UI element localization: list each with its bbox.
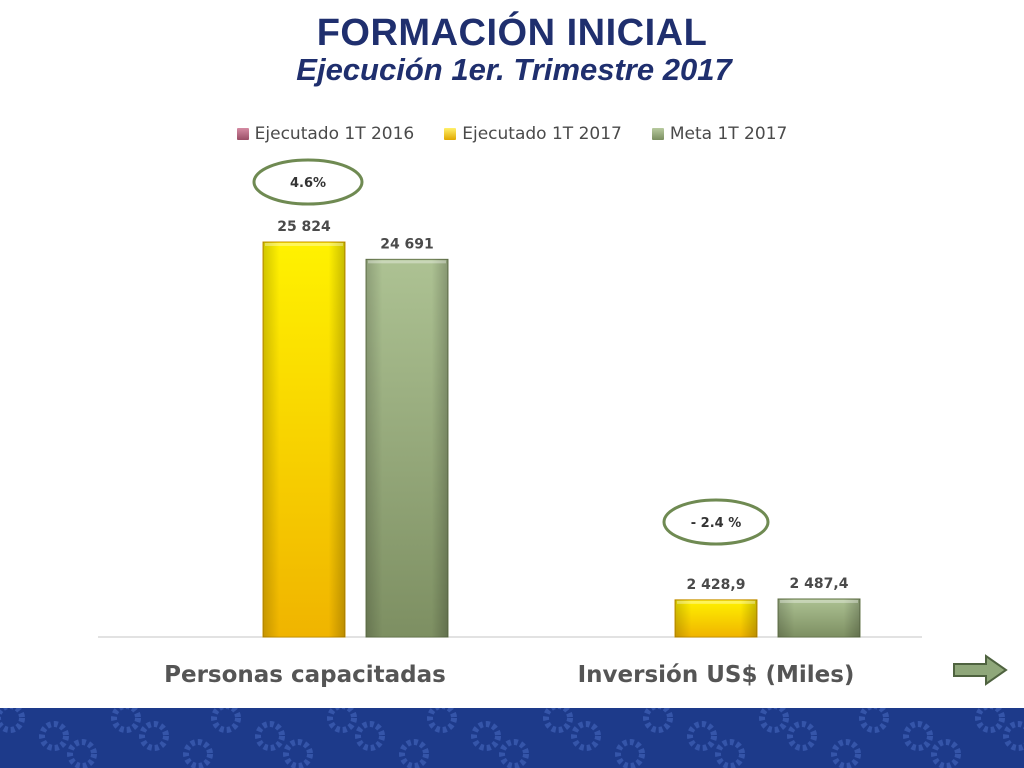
category-label-0: Personas capacitadas — [164, 662, 446, 688]
gear-icon — [831, 739, 861, 768]
annotation-text: - 2.4 % — [691, 516, 742, 531]
gear-icon — [283, 739, 313, 768]
bar-highlight — [780, 599, 858, 603]
legend-item-2016: Ejecutado 1T 2016 — [236, 124, 415, 144]
annotation-ellipse — [252, 158, 364, 206]
gear-icon — [643, 708, 673, 733]
data-label: 2 487,4 — [790, 576, 849, 592]
gear-icon — [615, 739, 645, 768]
gear-icon — [355, 721, 385, 751]
gear-icon — [399, 739, 429, 768]
category-label-1: Inversión US$ (Miles) — [578, 662, 855, 688]
gear-icon — [571, 721, 601, 751]
legend-swatch-2016 — [236, 128, 249, 140]
footer-gear-banner — [0, 708, 1024, 768]
bar-shading — [263, 242, 345, 637]
gear-icon — [39, 721, 69, 751]
bar-shading — [366, 259, 448, 637]
gear-icon — [859, 708, 889, 733]
gear-icon — [427, 708, 457, 733]
legend-swatch-2017 — [444, 128, 457, 140]
bar-shading — [675, 599, 757, 637]
gear-icon — [759, 708, 789, 733]
gear-icon — [67, 739, 97, 768]
gear-icon — [211, 708, 241, 733]
legend-item-2017: Ejecutado 1T 2017 — [444, 124, 622, 144]
data-label: 25 824 — [277, 219, 331, 235]
gear-icon — [0, 708, 25, 733]
bar-highlight — [265, 243, 343, 246]
bar-highlight — [368, 260, 446, 264]
annotation-text: 4.6% — [290, 176, 326, 191]
gear-icon — [931, 739, 961, 768]
slide-title: FORMACIÓN INICIAL — [316, 12, 708, 54]
legend-item-meta: Meta 1T 2017 — [651, 124, 788, 144]
legend-swatch-meta — [651, 128, 664, 140]
gear-icon — [327, 708, 357, 733]
gear-icon — [255, 721, 285, 751]
gear-icon — [543, 708, 573, 733]
annotation-ellipse — [662, 498, 770, 546]
next-slide-arrow-icon[interactable] — [952, 654, 1008, 686]
gear-icon — [715, 739, 745, 768]
gear-icon — [1003, 721, 1024, 751]
gear-icon — [975, 708, 1005, 733]
gear-icon — [903, 721, 933, 751]
legend-label-2017: Ejecutado 1T 2017 — [462, 124, 622, 144]
chart-legend: Ejecutado 1T 2016 Ejecutado 1T 2017 Meta… — [0, 124, 1024, 144]
gear-icon — [499, 739, 529, 768]
data-label: 24 691 — [380, 236, 434, 252]
slide-subtitle: Ejecución 1er. Trimestre 2017 — [296, 52, 732, 87]
gear-icon — [139, 721, 169, 751]
legend-label-2016: Ejecutado 1T 2016 — [254, 124, 415, 144]
gear-icon — [787, 721, 817, 751]
bar-chart: 25 824 24 691 Personas capacitadas 2 428,9 2… — [98, 158, 922, 688]
data-label: 2 428,9 — [687, 577, 746, 593]
gear-icon — [183, 739, 213, 768]
bar-shading — [778, 598, 860, 637]
gear-icon — [111, 708, 141, 733]
gear-icon — [687, 721, 717, 751]
bar-highlight — [677, 600, 755, 604]
gear-icon — [471, 721, 501, 751]
legend-label-meta: Meta 1T 2017 — [669, 124, 788, 144]
